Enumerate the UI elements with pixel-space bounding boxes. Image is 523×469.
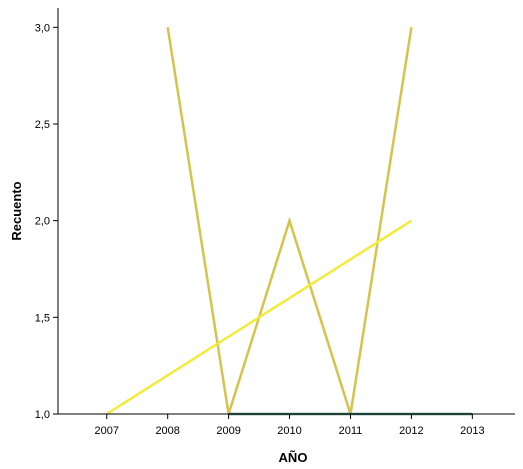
series-line-1 xyxy=(166,27,413,415)
x-tick-label: 2013 xyxy=(460,425,484,437)
y-tick-label: 2,5 xyxy=(35,119,50,131)
x-tick-label: 2010 xyxy=(277,425,301,437)
y-tick-label: 3,0 xyxy=(35,22,50,34)
y-tick-label: 1,0 xyxy=(35,409,50,421)
x-tick-label: 2008 xyxy=(155,425,179,437)
x-tick-label: 2012 xyxy=(399,425,423,437)
x-tick-label: 2011 xyxy=(339,425,363,437)
y-tick-label: 2,0 xyxy=(35,216,50,228)
x-tick-label: 2007 xyxy=(95,425,119,437)
ticks-layer: 1,0 1,5 2,0 2,5 3,0 2007 2008 2009 2010 2011 2012 2… xyxy=(35,22,485,437)
y-tick-label: 1,5 xyxy=(35,312,50,324)
y-axis-title: Recuento xyxy=(9,181,24,240)
axes-layer xyxy=(57,8,515,415)
x-axis-title: AÑO xyxy=(279,450,308,465)
x-tick-label: 2009 xyxy=(216,425,240,437)
series-line-2 xyxy=(106,219,413,416)
series-layer xyxy=(106,27,473,416)
